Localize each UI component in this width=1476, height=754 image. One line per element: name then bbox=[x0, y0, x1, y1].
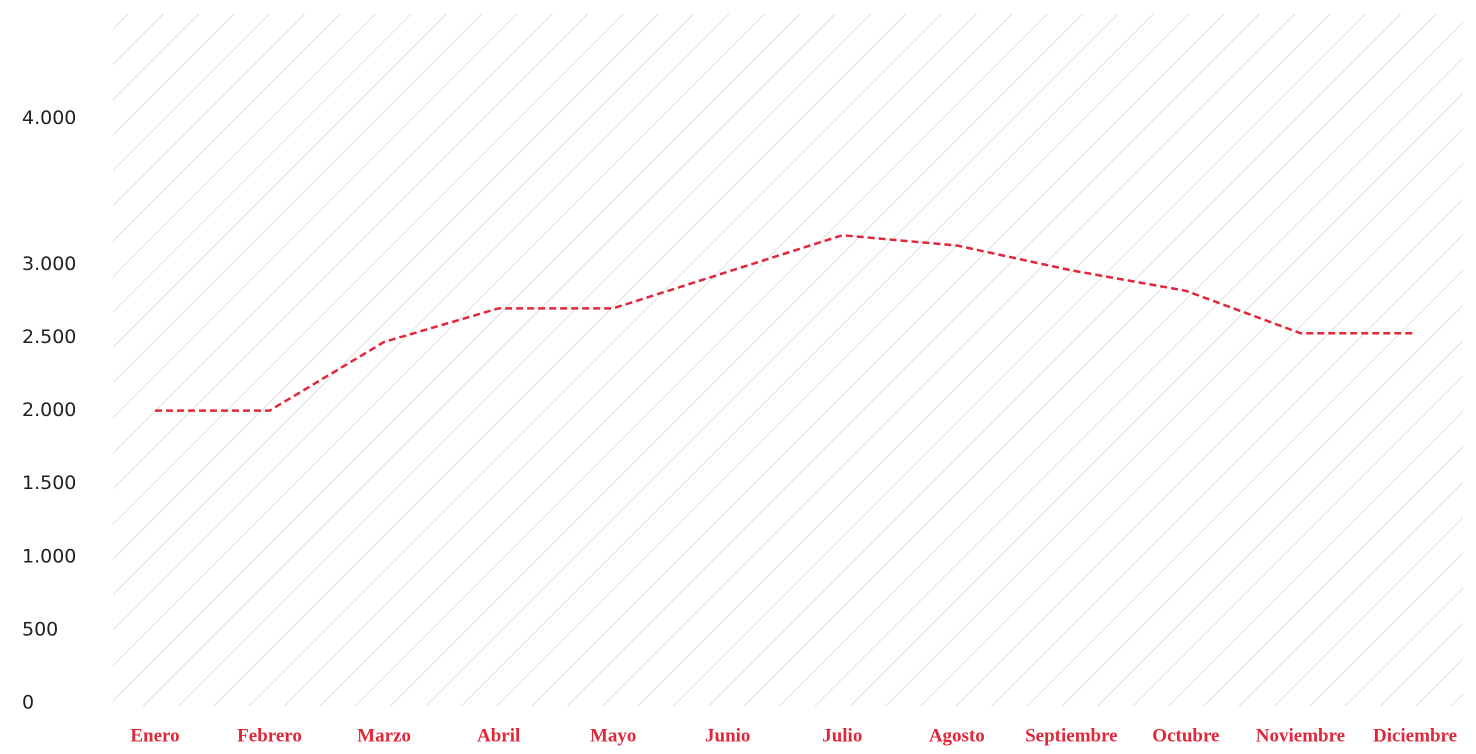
y-tick-label: 4.000 bbox=[22, 107, 76, 129]
x-tick-label: Julio bbox=[822, 725, 862, 746]
x-tick-label: Diciembre bbox=[1373, 725, 1457, 746]
y-tick-label: 0 bbox=[22, 692, 34, 714]
x-tick-label: Enero bbox=[130, 725, 179, 746]
x-tick-label: Octubre bbox=[1152, 725, 1219, 746]
y-tick-label: 1.000 bbox=[22, 545, 76, 567]
x-tick-label: Abril bbox=[477, 725, 520, 746]
x-tick-label: Febrero bbox=[237, 725, 302, 746]
x-tick-label: Noviembre bbox=[1256, 725, 1345, 746]
x-tick-label: Agosto bbox=[929, 725, 985, 746]
y-tick-label: 1.500 bbox=[22, 472, 76, 494]
x-tick-label: Septiembre bbox=[1025, 725, 1118, 746]
y-tick-label: 500 bbox=[22, 618, 58, 640]
x-tick-label: Marzo bbox=[357, 725, 411, 746]
y-tick-label: 2.000 bbox=[22, 399, 76, 421]
plot-background bbox=[113, 14, 1463, 706]
x-tick-label: Mayo bbox=[590, 725, 636, 746]
y-tick-label: 2.500 bbox=[22, 326, 76, 348]
x-tick-label: Junio bbox=[705, 725, 750, 746]
y-tick-label: 3.000 bbox=[22, 253, 76, 275]
data-line bbox=[155, 233, 1415, 412]
